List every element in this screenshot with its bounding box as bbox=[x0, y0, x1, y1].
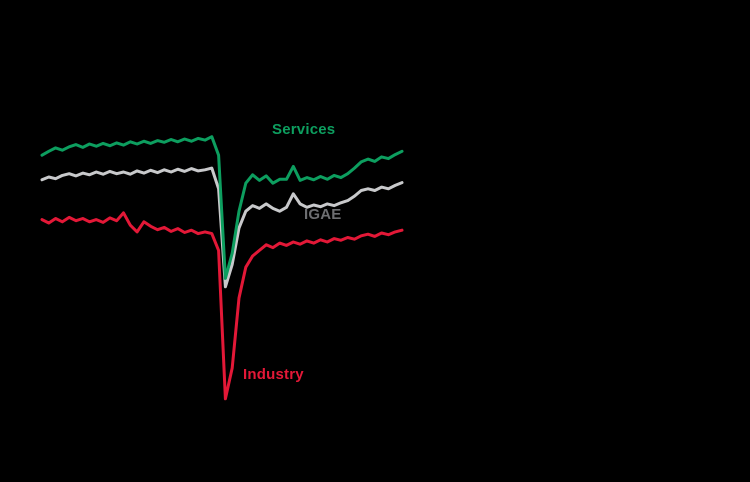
series-label-industry: Industry bbox=[243, 366, 304, 383]
series-label-services: Services bbox=[272, 121, 336, 138]
series-line-industry bbox=[40, 211, 404, 401]
series-label-igae: IGAE bbox=[304, 206, 342, 223]
series-line-services bbox=[40, 135, 404, 280]
